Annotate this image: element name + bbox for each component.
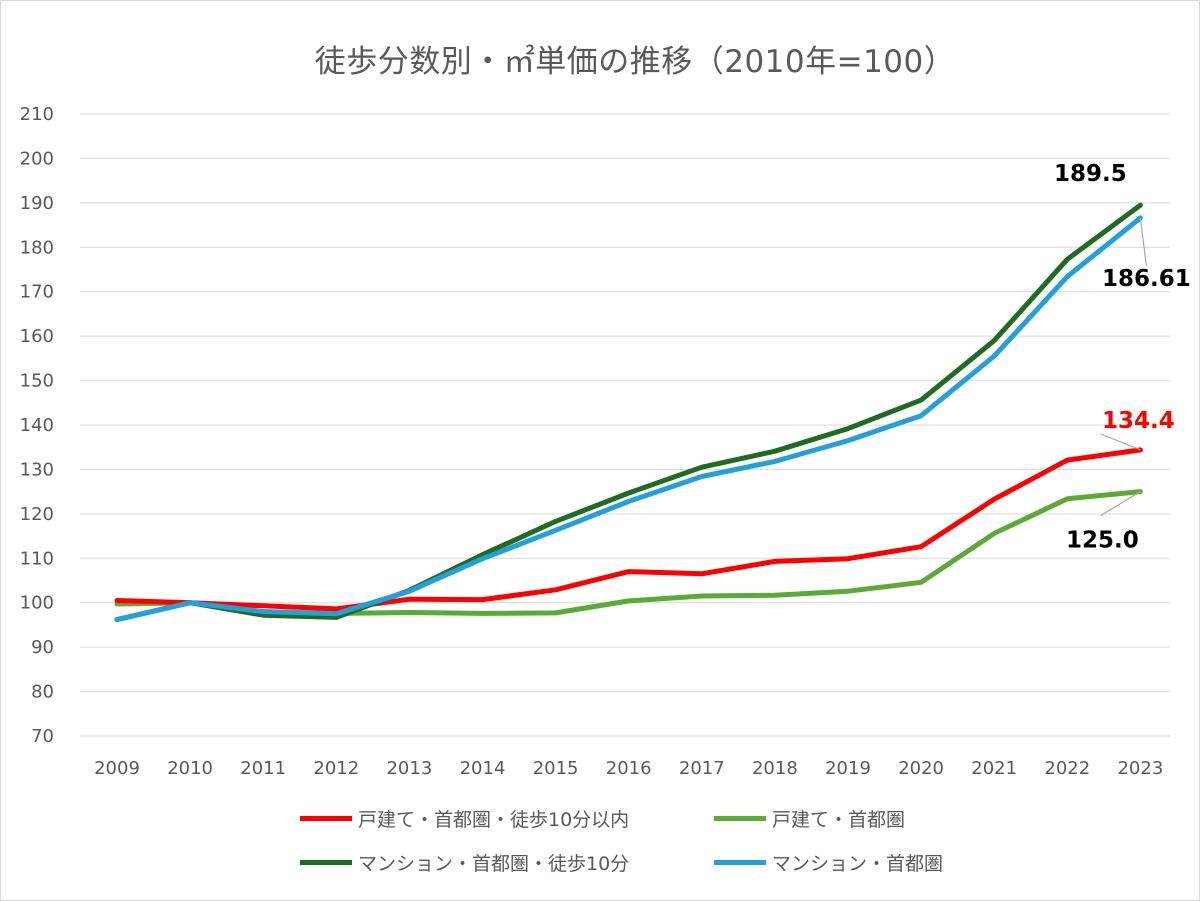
x-tick-label: 2016 xyxy=(606,758,652,779)
x-tick-label: 2012 xyxy=(313,758,359,779)
series-line-4 xyxy=(114,215,1143,623)
leader-line-series-4 xyxy=(1139,217,1147,266)
y-tick-label: 100 xyxy=(20,593,54,614)
x-tick-label: 2021 xyxy=(971,758,1017,779)
y-tick-label: 210 xyxy=(20,104,54,125)
legend-swatch-series-2 xyxy=(714,815,766,821)
legend-label-series-2: 戸建て・首都圏 xyxy=(772,808,906,831)
y-tick-label: 110 xyxy=(20,548,54,569)
y-tick-label: 130 xyxy=(20,459,54,480)
y-tick-label: 200 xyxy=(20,148,54,169)
series-line-1 xyxy=(114,447,1143,612)
legend-label-series-4: マンション・首都圏 xyxy=(772,852,944,875)
data-label-series-4: 186.61 xyxy=(1102,266,1191,292)
legend-swatch-series-3 xyxy=(300,859,352,865)
y-tick-label: 120 xyxy=(20,504,54,525)
data-label-series-3: 189.5 xyxy=(1054,161,1127,187)
x-tick-label: 2018 xyxy=(752,758,798,779)
x-tick-label: 2019 xyxy=(825,758,871,779)
x-tick-label: 2013 xyxy=(386,758,432,779)
legend-label-series-3: マンション・首都圏・徒歩10分 xyxy=(358,852,630,875)
x-tick-label: 2023 xyxy=(1117,758,1163,779)
data-label-series-2: 125.0 xyxy=(1066,528,1139,554)
legend-item-series-2: 戸建て・首都圏 xyxy=(714,800,905,836)
leader-line-series-2 xyxy=(1100,491,1141,517)
x-tick-label: 2017 xyxy=(679,758,725,779)
legend: 戸建て・首都圏・徒歩10分以内 戸建て・首都圏 マンション・首都圏・徒歩10分 … xyxy=(300,800,1200,890)
y-tick-label: 70 xyxy=(31,726,54,747)
legend-swatch-series-4 xyxy=(714,859,766,865)
x-tick-label: 2020 xyxy=(898,758,944,779)
chart-title: 徒歩分数別・㎡単価の推移（2010年=100） xyxy=(314,44,956,80)
data-label-series-1: 134.4 xyxy=(1102,408,1175,434)
legend-label-series-1: 戸建て・首都圏・徒歩10分以内 xyxy=(358,808,630,831)
y-tick-label: 140 xyxy=(20,415,54,436)
legend-item-series-1: 戸建て・首都圏・徒歩10分以内 xyxy=(300,800,629,836)
x-tick-label: 2011 xyxy=(240,758,286,779)
y-tick-label: 90 xyxy=(31,637,54,658)
leader-line-series-1 xyxy=(1100,433,1141,451)
series-line-2 xyxy=(114,489,1143,616)
y-tick-label: 150 xyxy=(20,371,54,392)
y-tick-label: 80 xyxy=(31,682,54,703)
y-tick-label: 160 xyxy=(20,326,54,347)
x-tick-label: 2022 xyxy=(1044,758,1090,779)
legend-swatch-series-1 xyxy=(300,815,352,821)
x-tick-label: 2010 xyxy=(167,758,213,779)
y-tick-label: 180 xyxy=(20,237,54,258)
x-tick-label: 2014 xyxy=(460,758,506,779)
x-tick-label: 2009 xyxy=(94,758,140,779)
y-tick-label: 190 xyxy=(20,193,54,214)
legend-item-series-3: マンション・首都圏・徒歩10分 xyxy=(300,844,629,880)
x-tick-label: 2015 xyxy=(533,758,579,779)
y-tick-label: 170 xyxy=(20,282,54,303)
series-line-3 xyxy=(114,202,1143,623)
legend-item-series-4: マンション・首都圏 xyxy=(714,844,943,880)
